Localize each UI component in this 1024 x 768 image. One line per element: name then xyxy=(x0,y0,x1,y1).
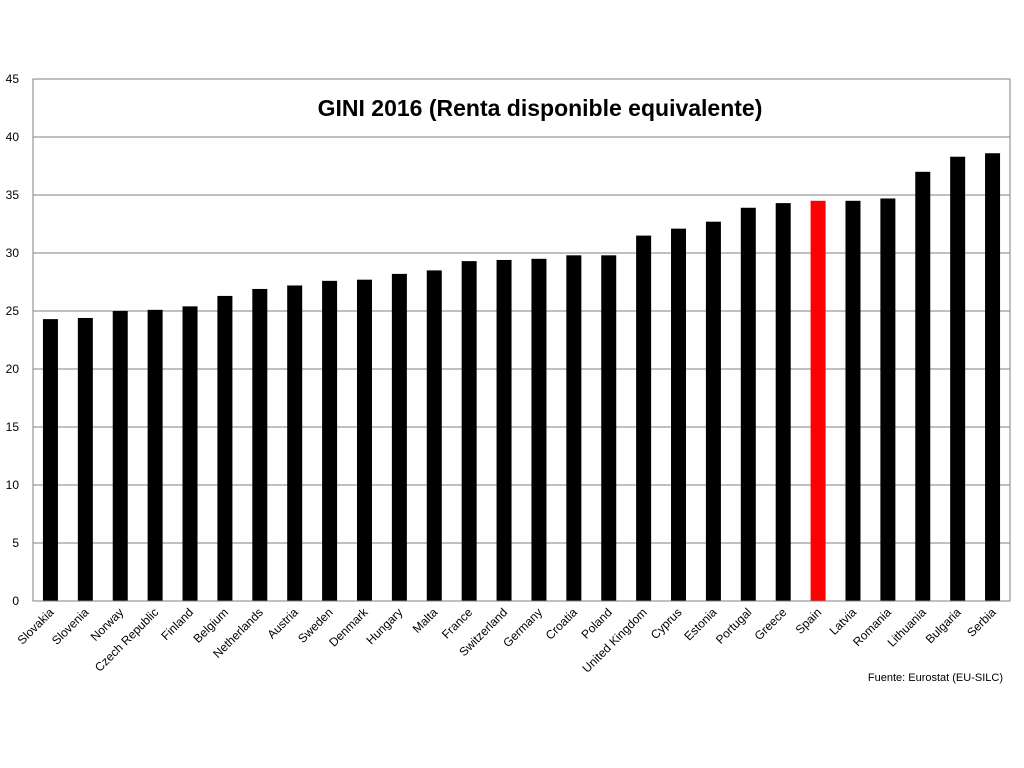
x-tick-label: Lithuania xyxy=(885,605,930,650)
y-tick-label: 40 xyxy=(6,130,20,144)
bar-belgium xyxy=(217,295,233,601)
x-tick-label: Spain xyxy=(793,605,825,637)
y-tick-label: 35 xyxy=(6,188,20,202)
bar-spain xyxy=(810,200,826,602)
x-tick-label: Portugal xyxy=(713,605,755,647)
x-tick-label: Cyprus xyxy=(648,605,685,642)
x-tick-label: Finland xyxy=(158,605,196,643)
chart-title: GINI 2016 (Renta disponible equivalente) xyxy=(318,95,763,121)
bar-romania xyxy=(880,198,896,602)
bar-finland xyxy=(182,306,198,601)
bar-austria xyxy=(287,285,303,601)
gridlines xyxy=(33,78,1010,602)
bar-czech-republic xyxy=(147,309,163,601)
y-tick-label: 5 xyxy=(12,536,19,550)
bar-poland xyxy=(601,255,617,601)
bar-norway xyxy=(112,311,128,601)
x-tick-label: Hungary xyxy=(364,605,406,647)
bar-hungary xyxy=(391,273,407,601)
bar-slovenia xyxy=(77,317,93,601)
bar-netherlands xyxy=(252,288,268,601)
x-tick-label: Slovakia xyxy=(15,605,57,647)
bar-denmark xyxy=(356,279,372,601)
bars xyxy=(42,153,1001,602)
bar-croatia xyxy=(566,255,582,601)
y-tick-label: 25 xyxy=(6,304,20,318)
x-tick-label: Malta xyxy=(410,605,441,636)
plot-frame xyxy=(32,78,1011,602)
bar-cyprus xyxy=(671,228,687,601)
bar-serbia xyxy=(985,153,1001,602)
x-tick-label: United Kingdom xyxy=(579,605,649,675)
y-tick-label: 45 xyxy=(6,72,20,86)
y-tick-label: 0 xyxy=(12,594,19,608)
x-tick-label: Slovenia xyxy=(49,605,92,648)
x-tick-label: Czech Republic xyxy=(92,605,161,674)
bar-portugal xyxy=(740,207,756,601)
bar-switzerland xyxy=(496,259,512,601)
bar-lithuania xyxy=(915,171,931,602)
y-tick-label: 15 xyxy=(6,420,20,434)
bar-latvia xyxy=(845,200,861,602)
bar-malta xyxy=(426,270,442,601)
y-tick-label: 10 xyxy=(6,478,20,492)
x-tick-label: Denmark xyxy=(326,605,371,650)
bar-germany xyxy=(531,258,547,601)
bar-estonia xyxy=(705,221,721,601)
bar-france xyxy=(461,261,477,601)
source-note: Fuente: Eurostat (EU-SILC) xyxy=(868,672,1003,684)
x-tick-label: Greece xyxy=(752,605,790,643)
y-tick-label: 30 xyxy=(6,246,20,260)
bar-greece xyxy=(775,203,791,601)
y-axis-ticks: 0 5 10 15 20 25 30 35 40 45 xyxy=(6,72,20,608)
bar-bulgaria xyxy=(950,156,966,601)
bar-united-kingdom xyxy=(636,235,652,601)
bar-sweden xyxy=(322,280,338,601)
x-tick-label: Bulgaria xyxy=(923,605,964,646)
x-tick-label: Serbia xyxy=(964,605,999,640)
y-tick-label: 20 xyxy=(6,362,20,376)
x-tick-label: Croatia xyxy=(543,605,580,642)
x-tick-label: Latvia xyxy=(827,605,860,638)
bar-slovakia xyxy=(42,319,58,601)
